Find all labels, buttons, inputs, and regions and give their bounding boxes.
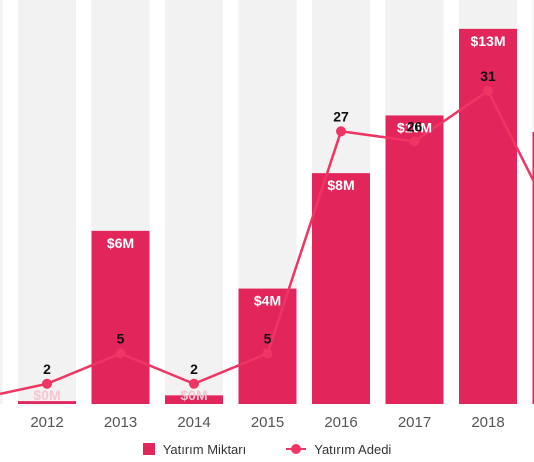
background-column: [165, 0, 223, 404]
line-point-2017: [409, 136, 420, 147]
line-label-2016: 27: [333, 108, 349, 124]
legend-label-bars: Yatırım Miktarı: [162, 441, 247, 457]
legend-swatch-line: [286, 443, 307, 455]
x-tick-2013: 2013: [104, 414, 137, 431]
line-point-2013: [115, 348, 126, 359]
legend-label-line: Yatırım Adedi: [314, 441, 392, 457]
bar-2014: [165, 395, 223, 404]
bar-label-2013: $6M: [107, 235, 134, 251]
bar-label-2018: $13M: [470, 33, 505, 49]
x-tick-2018: 2018: [471, 414, 504, 431]
bar-2017: [385, 115, 444, 404]
bar-label-2015: $4M: [254, 293, 281, 309]
x-tick-2012: 2012: [30, 414, 63, 431]
legend-item-line[interactable]: Yatırım Adedi: [286, 442, 391, 457]
combo-chart: $0M$6M$0M$4M$8M$10M$13M$1252527263120122…: [0, 0, 534, 431]
x-tick-2014: 2014: [177, 414, 210, 431]
line-point-2015: [262, 348, 273, 359]
legend-swatch-bars: [142, 443, 155, 455]
line-label-2014: 2: [190, 361, 198, 377]
background-column: [0, 0, 3, 404]
line-label-2015: 5: [264, 331, 272, 347]
x-tick-2017: 2017: [398, 414, 431, 431]
bar-2018: [459, 28, 517, 404]
line-label-2012: 2: [43, 361, 51, 377]
line-point-2018: [483, 85, 493, 96]
bar-label-2014: $0M: [180, 387, 207, 403]
bar-label-2012: $0M: [33, 387, 60, 403]
line-label-2017: 26: [407, 118, 423, 134]
bar-2012: [18, 401, 76, 404]
line-point-2016: [336, 126, 346, 137]
line-label-2013: 5: [117, 331, 125, 347]
x-tick-2016: 2016: [324, 414, 357, 431]
line-label-2018: 31: [480, 68, 496, 84]
background-column: [18, 0, 76, 404]
bar-2013: [91, 230, 150, 404]
line-point-2014: [189, 378, 199, 389]
bar-2015: [238, 288, 297, 404]
x-tick-2015: 2015: [251, 414, 284, 431]
partial-bar-right: [532, 132, 534, 404]
bar-label-2017: $10M: [397, 119, 432, 135]
line-point-2012: [42, 378, 52, 389]
bar-2016: [312, 173, 370, 404]
legend-item-bars[interactable]: Yatırım Miktarı: [142, 441, 247, 457]
legend: Yatırım Miktarı Yatırım Adedi: [0, 440, 534, 458]
bar-label-2016: $8M: [327, 177, 354, 193]
